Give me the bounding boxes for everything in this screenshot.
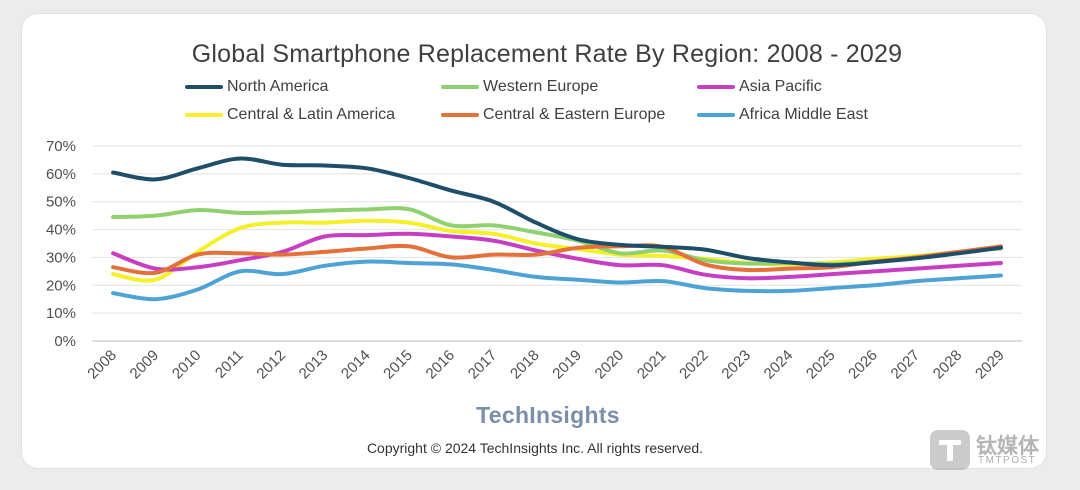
series-line-asia-pacific bbox=[111, 231, 1003, 281]
x-tick-label: 2008 bbox=[84, 347, 120, 383]
x-tick-label: 2012 bbox=[253, 347, 289, 383]
legend-label: Central & Eastern Europe bbox=[483, 106, 666, 123]
y-tick-label: 10% bbox=[46, 305, 76, 322]
legend-label: Asia Pacific bbox=[739, 78, 822, 95]
legend-swatch bbox=[441, 113, 479, 117]
x-tick-label: 2029 bbox=[972, 347, 1008, 383]
x-tick-label: 2017 bbox=[465, 347, 501, 383]
y-tick-label: 30% bbox=[46, 249, 76, 266]
x-tick-label: 2021 bbox=[634, 347, 670, 383]
x-tick-label: 2009 bbox=[127, 347, 163, 383]
legend-swatch bbox=[185, 113, 223, 117]
y-tick-label: 50% bbox=[46, 194, 76, 211]
x-tick-label: 2020 bbox=[592, 347, 628, 383]
x-tick-label: 2023 bbox=[718, 347, 754, 383]
x-tick-label: 2014 bbox=[338, 347, 374, 383]
tmtpost-watermark: 钛媒体 TMTPOST bbox=[930, 428, 1070, 472]
techinsights-logo: TechInsights bbox=[476, 402, 620, 428]
watermark-en: TMTPOST bbox=[978, 455, 1037, 466]
x-tick-label: 2011 bbox=[212, 347, 247, 382]
x-tick-label: 2022 bbox=[676, 347, 712, 383]
x-tick-label: 2027 bbox=[888, 347, 924, 383]
y-tick-label: 60% bbox=[46, 166, 76, 183]
legend-label: Central & Latin America bbox=[227, 106, 396, 123]
x-tick-label: 2019 bbox=[549, 347, 585, 383]
legend-label: Africa Middle East bbox=[739, 106, 868, 123]
series-line-north-america bbox=[111, 156, 1003, 268]
x-tick-label: 2025 bbox=[803, 347, 839, 383]
series-line-central-latin-america bbox=[111, 218, 1003, 283]
y-tick-label: 20% bbox=[46, 277, 76, 294]
chart-card bbox=[22, 14, 1046, 468]
legend-swatch bbox=[185, 85, 223, 89]
x-tick-label: 2015 bbox=[380, 347, 416, 383]
legend-swatch bbox=[441, 85, 479, 89]
y-tick-label: 40% bbox=[46, 222, 76, 239]
x-tick-label: 2016 bbox=[423, 347, 459, 383]
legend-label: North America bbox=[227, 78, 329, 95]
series-line-africa-middle-east bbox=[111, 259, 1003, 302]
legend-swatch bbox=[697, 85, 735, 89]
x-tick-label: 2024 bbox=[761, 347, 797, 383]
x-tick-label: 2028 bbox=[930, 347, 966, 383]
copyright-notice: Copyright © 2024 TechInsights Inc. All r… bbox=[366, 440, 704, 456]
tmtpost-logo-icon bbox=[930, 430, 970, 470]
legend-label: Western Europe bbox=[483, 78, 599, 95]
x-tick-label: 2026 bbox=[845, 347, 881, 383]
x-tick-label: 2010 bbox=[169, 347, 205, 383]
chart-legend: North America Western Europe Asia Pacifi… bbox=[0, 0, 1080, 130]
y-tick-label: 70% bbox=[46, 138, 76, 155]
chart-title: Global Smartphone Replacement Rate By Re… bbox=[191, 40, 903, 68]
y-tick-label: 0% bbox=[54, 333, 76, 350]
x-tick-label: 2018 bbox=[507, 347, 543, 383]
x-tick-label: 2013 bbox=[296, 347, 332, 383]
watermark-cn: 钛媒体 bbox=[976, 435, 1039, 458]
legend-swatch bbox=[697, 113, 735, 117]
